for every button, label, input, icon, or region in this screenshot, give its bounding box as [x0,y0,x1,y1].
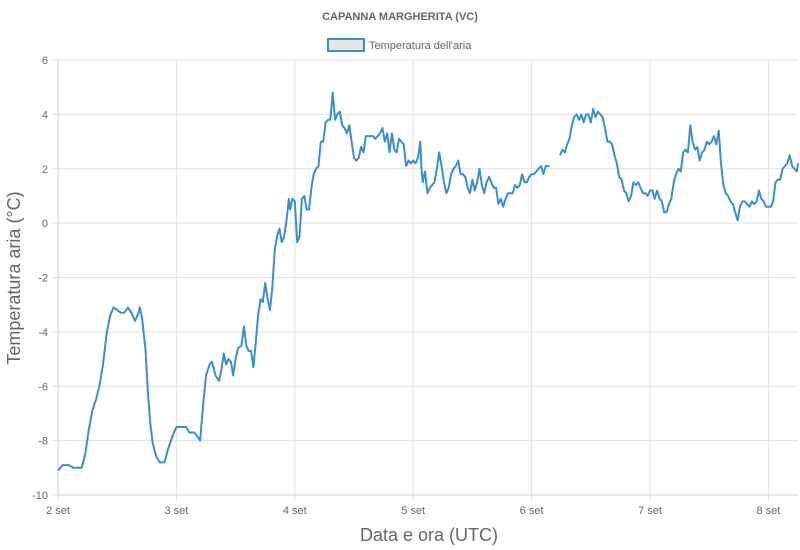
y-tick-label: -4 [38,327,48,339]
chart-title: CAPANNA MARGHERITA (VC) [322,11,478,23]
y-grid [52,59,798,496]
legend-label: Temperatura dell'aria [369,40,472,52]
series-group [57,91,799,472]
x-tick-label: 6 set [520,505,544,517]
y-tick-label: -6 [38,381,48,393]
x-tick-label: 5 set [401,505,425,517]
x-axis-title: Data e ora (UTC) [360,525,498,545]
y-tick-label: 6 [42,55,48,67]
x-tick-labels: 2 set 3 set 4 set 5 set 6 set 7 set 8 set [46,505,780,517]
y-tick-labels: -10 -8 -6 -4 -2 0 2 4 6 [32,55,48,502]
y-tick-label: -8 [38,436,48,448]
x-grid [57,60,798,501]
legend-swatch [327,38,365,52]
y-tick-label: -2 [38,273,48,285]
y-tick-label: 0 [42,218,48,230]
series-line-temperatura [57,91,799,472]
legend[interactable]: Temperatura dell'aria [327,38,472,52]
x-tick-label: 2 set [46,505,70,517]
x-tick-label: 8 set [756,505,780,517]
x-tick-label: 3 set [164,505,188,517]
y-tick-label: -10 [32,490,48,502]
x-tick-label: 7 set [638,505,662,517]
y-tick-label: 2 [42,164,48,176]
y-axis-title: Temperatura aria (°C) [4,191,24,364]
x-tick-label: 4 set [283,505,307,517]
y-tick-label: 4 [42,109,48,121]
